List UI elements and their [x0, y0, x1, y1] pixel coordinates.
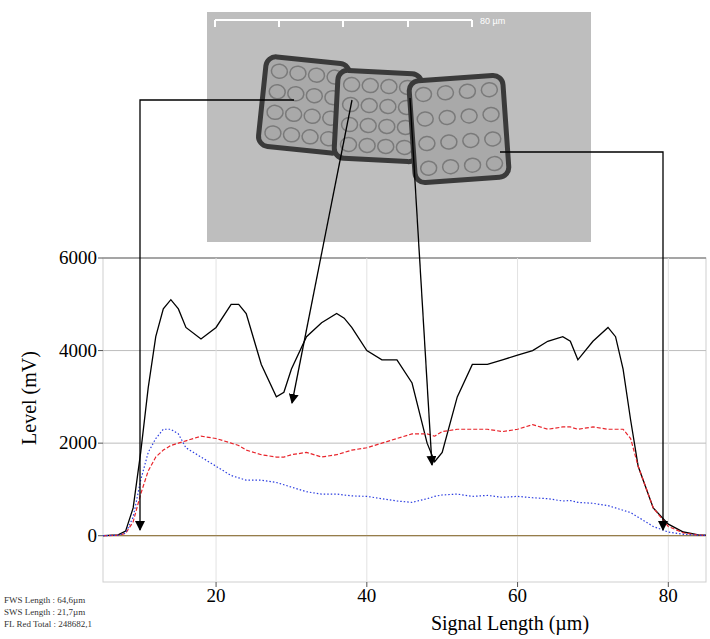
grid-line — [103, 443, 706, 444]
cell-texture — [264, 125, 281, 141]
micrograph: 80 µm — [207, 12, 591, 242]
cell-texture — [306, 88, 323, 104]
cell-texture — [283, 127, 300, 143]
tick-label: 2000 — [59, 432, 97, 453]
y-axis: 0 2000 4000 6000 — [59, 247, 706, 546]
cell-texture — [461, 108, 478, 123]
pointer-arrow — [500, 152, 663, 530]
cell-texture — [437, 85, 454, 100]
tick-label: 40 — [357, 585, 376, 606]
tick-label: 6000 — [59, 247, 97, 268]
cell-texture — [378, 119, 395, 134]
series-line — [103, 300, 706, 536]
cell-texture — [266, 105, 283, 121]
x-axis: 20 40 60 80 — [207, 258, 678, 606]
cell-texture — [415, 87, 432, 102]
pointer-arrow — [140, 100, 294, 530]
tick-label: 80 — [659, 585, 678, 606]
annotation: FL Red Total : 248682,1 — [4, 619, 92, 629]
tick-label: 20 — [207, 585, 226, 606]
scale-bar-tick — [471, 20, 473, 27]
cell-texture — [308, 67, 325, 83]
cell-texture — [304, 108, 321, 124]
cell-texture — [362, 78, 379, 93]
pointer-arrow — [292, 100, 352, 403]
cell-texture — [341, 117, 358, 132]
plot-frame — [103, 258, 706, 582]
grid-line — [103, 535, 706, 536]
cell-texture — [464, 158, 481, 173]
tick-mark — [98, 443, 103, 444]
cell-texture — [287, 86, 304, 102]
tick-mark — [98, 535, 103, 536]
cell-texture — [459, 84, 476, 99]
scale-bar-label: 80 µm — [480, 16, 505, 26]
cell-texture — [439, 110, 456, 125]
cell-texture — [285, 107, 302, 123]
cell-texture — [361, 98, 378, 113]
cell-texture — [289, 65, 306, 81]
grid-line — [366, 258, 367, 582]
series-line — [103, 425, 706, 536]
cell-texture — [301, 129, 318, 145]
axis-title: Level (mV) — [18, 351, 41, 445]
tick-label: 0 — [88, 525, 98, 546]
grid-line — [668, 258, 669, 582]
cell-texture — [418, 136, 435, 151]
cell-texture — [379, 99, 396, 114]
cell-wall — [409, 75, 510, 183]
annotation: FWS Length : 64,6µm — [4, 595, 85, 605]
cell-texture — [269, 84, 286, 100]
grid-line — [103, 350, 706, 351]
scale-bar-tick — [407, 20, 409, 27]
scale-bar: 80 µm — [215, 16, 505, 27]
scale-bar-tick — [342, 20, 344, 27]
cell-texture — [481, 82, 498, 97]
tick-label: 60 — [508, 585, 527, 606]
plot-top-edge — [103, 258, 706, 259]
scale-bar-tick — [278, 20, 280, 27]
tick-mark — [98, 350, 103, 351]
cell-texture — [440, 135, 457, 150]
cell-texture — [486, 156, 503, 171]
cell-texture — [442, 159, 459, 174]
cell-texture — [343, 77, 360, 92]
scale-bar-tick — [214, 20, 216, 27]
cell-texture — [396, 140, 413, 155]
cell-texture — [462, 133, 479, 148]
cell-texture — [360, 118, 377, 133]
series-line — [103, 429, 706, 535]
cell-texture — [484, 131, 501, 146]
figure: 80 µm 0 2000 4000 6000 20 40 60 80 Level (mV) Sign… — [0, 0, 710, 639]
tick-mark — [98, 258, 103, 259]
cell-texture — [271, 63, 288, 79]
grid-line — [103, 258, 706, 259]
grid-line — [517, 258, 518, 582]
cell — [409, 75, 510, 183]
cell-texture — [417, 111, 434, 126]
pointer-arrow — [410, 98, 432, 465]
zero-line — [103, 535, 706, 536]
axis-title: Signal Length (µm) — [431, 612, 589, 635]
series-group — [103, 300, 706, 536]
micrograph-background — [207, 12, 591, 242]
cell-texture — [483, 107, 500, 122]
cell-texture — [359, 138, 376, 153]
cell-texture — [420, 161, 437, 176]
annotation: SWS Length : 21,7µm — [4, 607, 85, 617]
cell-texture — [377, 139, 394, 154]
tick-label: 4000 — [59, 340, 97, 361]
cell-texture — [381, 79, 398, 94]
grid-line — [216, 258, 217, 582]
